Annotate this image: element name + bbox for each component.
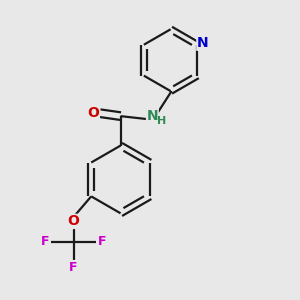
Text: H: H [157,116,166,126]
Text: F: F [41,235,49,248]
Text: O: O [68,214,80,228]
Text: N: N [146,109,158,122]
Text: F: F [98,235,106,248]
Text: O: O [88,106,99,120]
Text: F: F [69,260,78,274]
Text: N: N [197,36,208,50]
